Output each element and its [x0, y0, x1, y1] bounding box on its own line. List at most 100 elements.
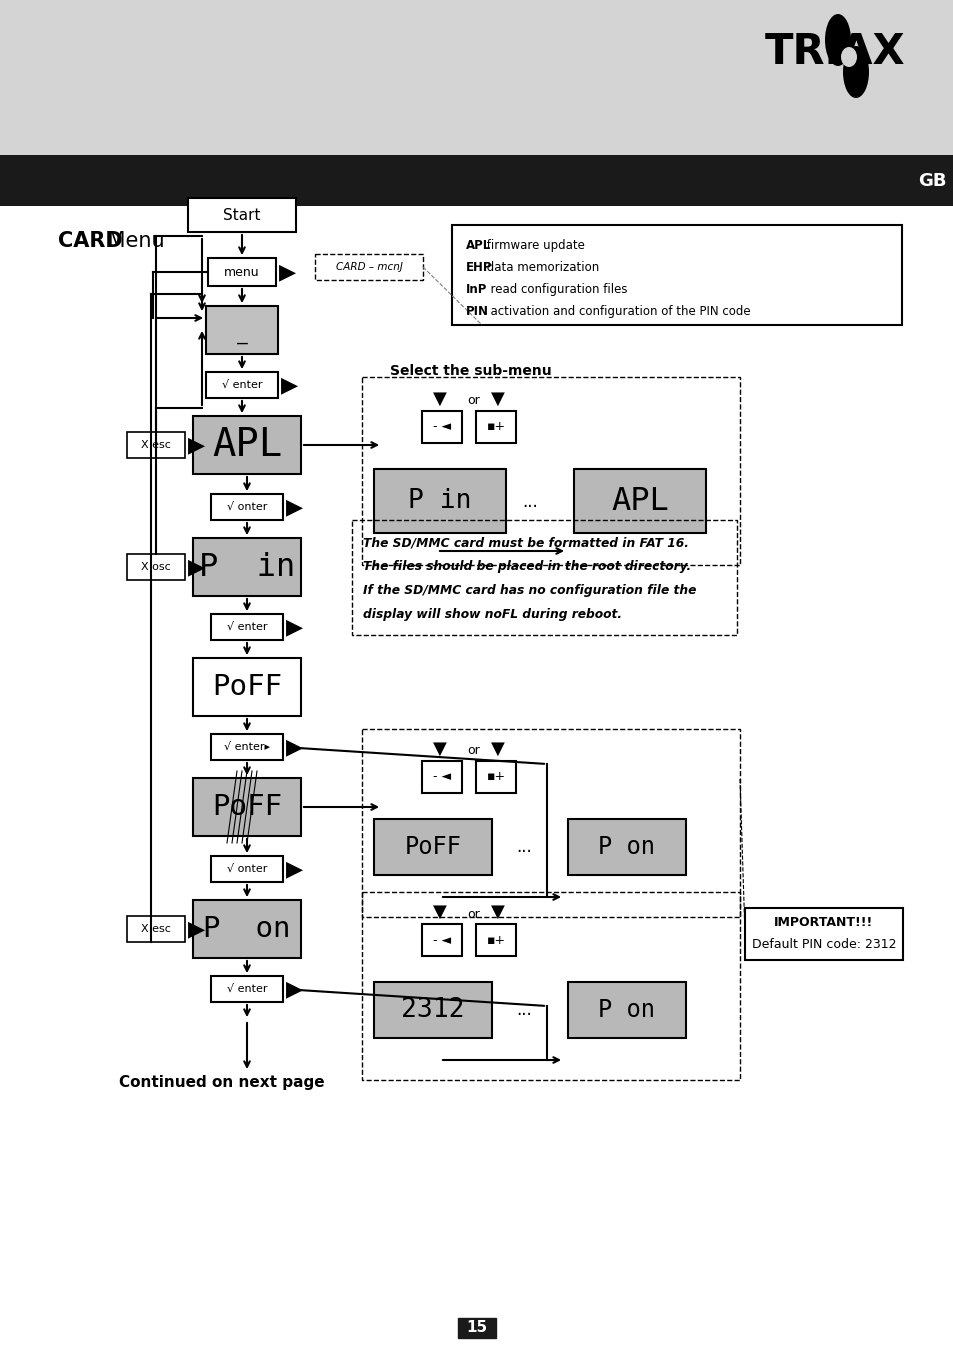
Ellipse shape — [842, 46, 868, 99]
Text: √ onter: √ onter — [227, 864, 267, 873]
Bar — [567, 981, 685, 1038]
Text: Menu: Menu — [101, 231, 165, 251]
Text: ▼: ▼ — [491, 390, 504, 408]
Text: ▶: ▶ — [286, 979, 303, 999]
Bar — [193, 657, 301, 716]
Text: menu: menu — [224, 266, 259, 278]
Bar — [127, 554, 185, 580]
Text: The SD/MMC card must be formatted in FAT 16.: The SD/MMC card must be formatted in FAT… — [363, 536, 688, 549]
Bar — [374, 981, 492, 1038]
Bar — [421, 923, 461, 956]
Bar — [476, 410, 516, 443]
Text: P in: P in — [408, 487, 471, 514]
Bar — [352, 520, 737, 634]
Text: ▶: ▶ — [286, 497, 303, 517]
Bar — [421, 761, 461, 792]
Text: X esc: X esc — [141, 440, 171, 450]
Text: ▼: ▼ — [433, 740, 446, 757]
Text: Select the sub-menu: Select the sub-menu — [390, 364, 551, 378]
Bar — [211, 976, 283, 1002]
Bar — [421, 410, 461, 443]
Bar — [206, 306, 277, 354]
Text: √ enter: √ enter — [221, 379, 262, 390]
Bar — [193, 416, 301, 474]
Bar — [476, 923, 516, 956]
Text: PoFF: PoFF — [404, 836, 461, 859]
Bar — [188, 198, 295, 232]
Bar — [361, 892, 740, 1080]
Text: - ◄: - ◄ — [433, 933, 451, 946]
Text: ...: ... — [521, 493, 537, 512]
Text: CARD: CARD — [58, 231, 123, 251]
Text: P  on: P on — [203, 915, 291, 944]
Text: √ onter: √ onter — [227, 502, 267, 512]
Bar — [193, 778, 301, 836]
Text: ▪+: ▪+ — [486, 933, 505, 946]
Text: PoFF: PoFF — [212, 792, 282, 821]
Text: The files should be placed in the root directory.: The files should be placed in the root d… — [363, 560, 690, 572]
Bar — [452, 225, 901, 325]
Text: APL: APL — [611, 486, 668, 517]
Text: Default PIN code: 2312: Default PIN code: 2312 — [751, 937, 895, 950]
Text: ▶: ▶ — [188, 435, 205, 455]
Text: √ enter: √ enter — [227, 622, 267, 632]
Text: ▶: ▶ — [286, 617, 303, 637]
Text: ▶: ▶ — [278, 262, 295, 282]
Text: - ◄: - ◄ — [433, 420, 451, 433]
Text: 15: 15 — [466, 1320, 487, 1335]
Text: ...: ... — [516, 1000, 532, 1019]
Text: ▶: ▶ — [286, 859, 303, 879]
Bar — [361, 377, 740, 566]
Text: ▶: ▶ — [281, 375, 297, 396]
Text: display will show noFL during reboot.: display will show noFL during reboot. — [363, 608, 621, 621]
Text: CARD – mcnJ: CARD – mcnJ — [335, 262, 402, 271]
Bar — [374, 468, 505, 533]
Text: ▼: ▼ — [433, 390, 446, 408]
Text: ▪+: ▪+ — [486, 420, 505, 433]
Text: X osc: X osc — [141, 562, 171, 572]
Bar — [211, 614, 283, 640]
Text: EHP: EHP — [465, 261, 492, 274]
Text: If the SD/MMC card has no configuration file the: If the SD/MMC card has no configuration … — [363, 585, 696, 597]
Ellipse shape — [841, 47, 856, 68]
Bar — [208, 258, 275, 286]
Text: InP: InP — [465, 284, 487, 296]
Bar — [0, 0, 953, 155]
Bar — [574, 468, 705, 533]
Text: _: _ — [236, 325, 247, 344]
Text: data memorization: data memorization — [483, 261, 599, 274]
Text: - ◄: - ◄ — [433, 771, 451, 783]
Text: ...: ... — [516, 838, 532, 856]
Bar — [314, 254, 422, 279]
Text: or: or — [467, 744, 480, 757]
Ellipse shape — [824, 14, 850, 66]
Text: activation and configuration of the PIN code: activation and configuration of the PIN … — [483, 305, 750, 319]
Text: firmware update: firmware update — [483, 239, 584, 252]
Text: ▶: ▶ — [188, 558, 205, 576]
Bar — [211, 734, 283, 760]
Bar — [744, 909, 902, 960]
Bar — [0, 155, 953, 207]
Text: or: or — [467, 394, 480, 408]
Text: PIN: PIN — [465, 305, 489, 319]
Bar — [211, 856, 283, 882]
Bar — [193, 539, 301, 595]
Text: ▼: ▼ — [491, 740, 504, 757]
Text: ▼: ▼ — [433, 903, 446, 921]
Bar — [374, 819, 492, 875]
Text: PoFF: PoFF — [212, 674, 282, 701]
Text: Continued on next page: Continued on next page — [119, 1075, 324, 1089]
Text: P  in: P in — [198, 552, 294, 582]
Text: Start: Start — [223, 208, 260, 223]
Bar — [193, 900, 301, 958]
Bar — [476, 761, 516, 792]
Text: ▪+: ▪+ — [486, 771, 505, 783]
Text: ▼: ▼ — [491, 903, 504, 921]
Bar — [127, 432, 185, 458]
Text: ▶: ▶ — [188, 919, 205, 940]
Bar — [127, 917, 185, 942]
Text: X esc: X esc — [141, 923, 171, 934]
Text: APL: APL — [212, 427, 282, 464]
Text: or: or — [467, 907, 480, 921]
Text: √ enter▸: √ enter▸ — [224, 743, 270, 752]
